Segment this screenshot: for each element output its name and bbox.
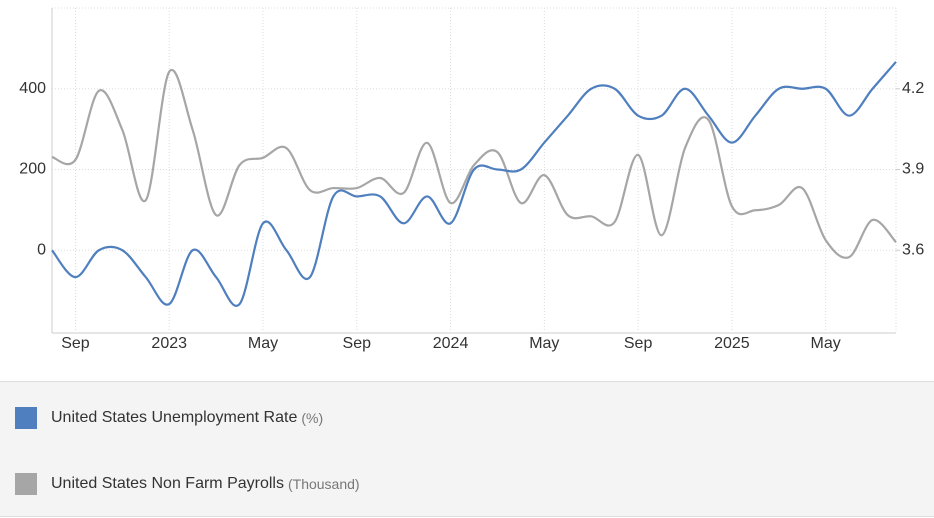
legend-label: United States Non Farm Payrolls: [51, 475, 284, 492]
y2-tick-label: 4.2: [902, 80, 924, 97]
x-tick-label: Sep: [624, 335, 653, 352]
chart: 0 200 400 3.6 3.9 4.2 Sep 2023 May Sep 2024 May Sep 2…: [19, 7, 924, 352]
x-tick-label: May: [248, 335, 278, 352]
x-tick-label: Sep: [343, 335, 372, 352]
x-tick-label: 2023: [151, 335, 187, 352]
legend-entry: United States Non Farm Payrolls (Thousand…: [15, 473, 360, 495]
legend-swatch: [15, 473, 37, 495]
legend-entry: United States Unemployment Rate (%): [15, 407, 323, 429]
x-tick-label: 2025: [714, 335, 750, 352]
x-tick-label: May: [811, 335, 841, 352]
legend-swatch: [15, 407, 37, 429]
y-tick-label: 0: [37, 241, 46, 258]
y-tick-label: 200: [19, 161, 46, 178]
series-line: [51, 61, 897, 307]
legend-unit: (%): [301, 410, 324, 426]
legend: United States Unemployment Rate (%) United…: [0, 381, 934, 517]
x-tick-label: 2024: [433, 335, 469, 352]
y2-tick-label: 3.9: [902, 161, 924, 178]
x-tick-label: Sep: [61, 335, 90, 352]
x-tick-label: May: [529, 335, 559, 352]
y-tick-label: 400: [19, 80, 46, 97]
legend-unit: (Thousand): [287, 476, 360, 492]
series-line: [51, 68, 897, 259]
legend-label: United States Unemployment Rate: [51, 409, 298, 426]
y2-tick-label: 3.6: [902, 241, 924, 258]
